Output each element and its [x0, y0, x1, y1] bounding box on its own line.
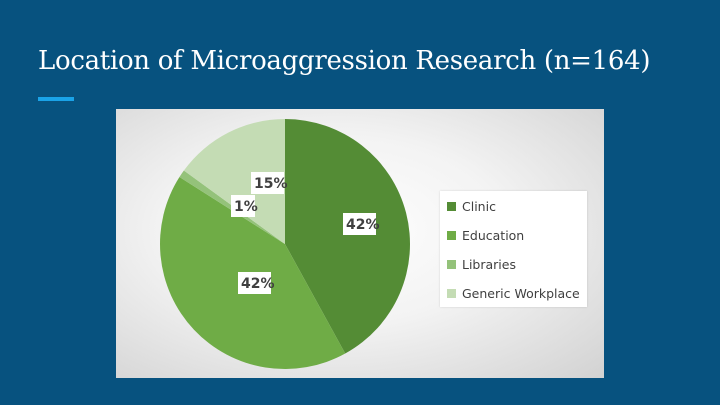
pie-chart: 42% 42% 1% 15%	[159, 118, 411, 370]
legend-label: Education	[462, 227, 525, 243]
title-accent-bar	[38, 97, 74, 101]
legend-item-generic-workplace: Generic Workplace	[447, 284, 580, 302]
legend-swatch	[447, 288, 456, 298]
chart-legend: Clinic Education Libraries Generic Workplac…	[440, 191, 587, 307]
data-label-text: 1%	[234, 199, 258, 215]
legend-swatch	[447, 201, 456, 211]
data-label-text: 42%	[346, 217, 380, 233]
data-label-text: 15%	[254, 176, 288, 192]
legend-swatch	[447, 259, 456, 269]
data-label-box	[343, 213, 376, 235]
legend-item-clinic: Clinic	[447, 197, 496, 215]
data-label-education: 42%	[238, 272, 275, 294]
data-label-clinic: 42%	[343, 213, 380, 235]
legend-swatch	[447, 230, 456, 240]
legend-item-libraries: Libraries	[447, 255, 516, 273]
legend-label: Clinic	[462, 198, 496, 214]
data-label-text: 42%	[241, 276, 275, 292]
pie-slice-generic-workplace	[183, 118, 285, 244]
pie-slice-clinic	[285, 119, 411, 354]
legend-item-education: Education	[447, 226, 524, 244]
data-label-generic-workplace: 15%	[251, 172, 288, 194]
legend-label: Generic Workplace	[462, 285, 580, 301]
slide-title: Location of Microaggression Research (n=…	[38, 46, 651, 76]
data-label-box	[251, 172, 284, 194]
chart-panel: 42% 42% 1% 15% Clinic Education Libraries Gene…	[116, 109, 604, 378]
data-label-libraries: 1%	[231, 195, 258, 217]
data-label-box	[231, 195, 255, 217]
legend-label: Libraries	[462, 256, 516, 272]
data-label-box	[238, 272, 271, 294]
